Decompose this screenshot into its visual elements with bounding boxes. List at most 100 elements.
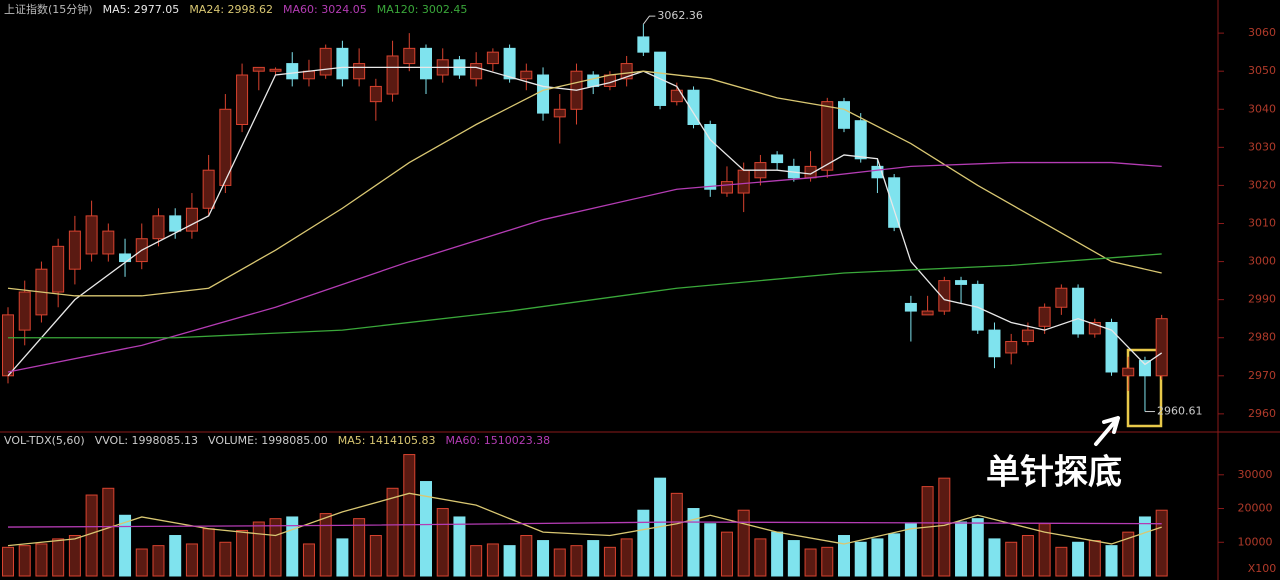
header-item: 上证指数(15分钟) xyxy=(4,2,93,16)
candle-body xyxy=(420,47,432,80)
volume-bar xyxy=(169,535,182,577)
volume-bar xyxy=(119,514,132,577)
volume-bar xyxy=(771,531,784,577)
annotation-text: 单针探底 xyxy=(986,453,1122,493)
candle-body xyxy=(386,55,399,95)
price-header: 上证指数(15分钟) MA5: 2977.05 MA24: 2998.62 MA60:… xyxy=(4,2,467,16)
candle-body xyxy=(252,66,265,72)
candle-body xyxy=(520,70,533,80)
candle-body xyxy=(219,108,232,186)
volume-bar xyxy=(871,538,884,577)
y-tick-label: 3000 xyxy=(1248,255,1276,268)
volume-bar xyxy=(503,545,516,577)
volume-bar xyxy=(821,546,834,577)
candle-body xyxy=(1005,341,1018,354)
volume-bar xyxy=(68,535,81,577)
y-tick-label: 30000 xyxy=(1238,468,1273,481)
volume-bar xyxy=(737,509,750,577)
volume-bar xyxy=(1005,541,1018,577)
candle-body xyxy=(169,215,182,232)
candle-body xyxy=(470,63,483,80)
y-tick-label: 20000 xyxy=(1238,502,1273,515)
volume-bar xyxy=(804,548,817,577)
volume-bar xyxy=(553,548,566,577)
candle-body xyxy=(587,74,600,87)
candle-body xyxy=(486,51,499,65)
volume-bar xyxy=(704,523,717,577)
header-item: MA120: 3002.45 xyxy=(377,3,468,16)
volume-header: VOL-TDX(5,60) VVOL: 1998085.13 VOLUME: 199… xyxy=(4,434,550,447)
volume-bar xyxy=(236,529,249,577)
volume-bar xyxy=(687,508,700,577)
candle-body xyxy=(68,230,81,270)
volume-bar xyxy=(269,518,282,577)
candle-body xyxy=(553,108,566,118)
volume-bar xyxy=(1105,545,1118,577)
volume-bar xyxy=(85,494,98,577)
candle-body xyxy=(2,314,14,377)
volume-bar xyxy=(570,545,583,577)
candle-body xyxy=(102,230,115,255)
volume-bar xyxy=(787,540,800,577)
leader xyxy=(642,15,656,25)
volume-bar xyxy=(888,533,901,577)
candle-body xyxy=(18,291,31,331)
candle-body xyxy=(503,47,516,80)
candle-body xyxy=(1105,321,1118,373)
y-tick-label: 2970 xyxy=(1248,369,1276,382)
volume-bar xyxy=(955,521,968,577)
y-tick-label: 3040 xyxy=(1248,102,1276,115)
candle-body xyxy=(1155,318,1168,377)
candle-body xyxy=(152,215,165,240)
volume-bar xyxy=(135,548,148,577)
candle-body xyxy=(537,74,550,114)
y-tick-label: 3020 xyxy=(1248,178,1276,191)
volume-bar xyxy=(520,535,533,577)
candle-body xyxy=(1138,360,1151,377)
candle-body xyxy=(955,280,968,285)
candle-body xyxy=(403,47,416,65)
volume-bar xyxy=(938,477,951,577)
candle-body xyxy=(1088,321,1101,335)
y-tick-label: 2980 xyxy=(1248,331,1276,344)
candle-body xyxy=(720,181,733,194)
volume-bar xyxy=(904,523,917,577)
y-tick-label: 2960 xyxy=(1248,407,1276,420)
unit-label: X100 xyxy=(1248,562,1277,575)
volume-bar xyxy=(202,528,215,577)
volume-bar xyxy=(971,518,984,577)
volume-bar xyxy=(219,541,232,577)
volume-bar xyxy=(603,546,616,577)
y-tick-label: 10000 xyxy=(1238,535,1273,548)
ma-line xyxy=(7,521,1162,528)
arrow xyxy=(1094,416,1120,446)
volume-bar xyxy=(2,546,14,577)
volume-bar xyxy=(420,481,432,577)
volume-bar xyxy=(35,543,48,577)
candle-body xyxy=(1055,287,1068,308)
candle-body xyxy=(302,70,315,80)
candle-body xyxy=(737,169,750,194)
candle-body xyxy=(771,154,784,164)
header-item: VOLUME: 1998085.00 xyxy=(208,434,328,447)
ma-line xyxy=(7,66,1163,377)
ma-line xyxy=(8,253,1162,339)
volume-bar xyxy=(587,540,600,577)
candle-body xyxy=(821,101,834,171)
volume-bar xyxy=(302,543,315,577)
candle-body xyxy=(286,63,299,80)
candle-body xyxy=(336,47,349,80)
volume-bar xyxy=(670,492,683,577)
volume-bar xyxy=(1088,540,1101,577)
volume-bar xyxy=(1021,535,1034,577)
candle-body xyxy=(888,177,901,228)
volume-bar xyxy=(1055,546,1068,577)
high-label: 3062.36 xyxy=(657,9,703,22)
candle-body xyxy=(687,89,700,126)
candle-body xyxy=(236,74,249,126)
volume-bar xyxy=(1155,509,1168,577)
candle-body xyxy=(921,310,934,316)
volume-bar xyxy=(185,543,198,577)
volume-bar xyxy=(252,521,265,577)
volume-bar xyxy=(620,538,633,577)
